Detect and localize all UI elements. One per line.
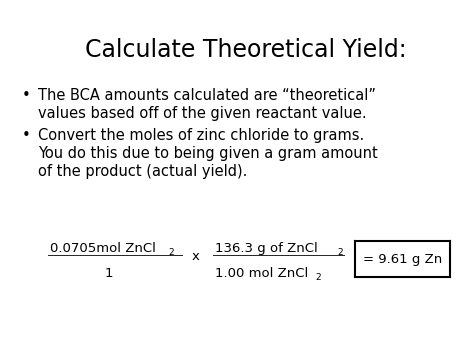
Text: 1.00 mol ZnCl: 1.00 mol ZnCl — [215, 267, 308, 280]
Text: 2: 2 — [315, 273, 320, 282]
Text: Calculate Theoretical Yield:: Calculate Theoretical Yield: — [85, 38, 407, 62]
Text: You do this due to being given a gram amount: You do this due to being given a gram am… — [38, 146, 378, 161]
Text: The BCA amounts calculated are “theoretical”: The BCA amounts calculated are “theoreti… — [38, 88, 376, 103]
Text: = 9.61 g Zn: = 9.61 g Zn — [363, 252, 442, 266]
Text: values based off of the given reactant value.: values based off of the given reactant v… — [38, 106, 366, 121]
Text: 0.0705mol ZnCl: 0.0705mol ZnCl — [50, 242, 156, 255]
Text: x: x — [192, 250, 200, 263]
Text: •: • — [22, 88, 31, 103]
Text: •: • — [22, 128, 31, 143]
Text: 2: 2 — [337, 248, 343, 257]
Text: Convert the moles of zinc chloride to grams.: Convert the moles of zinc chloride to gr… — [38, 128, 364, 143]
Text: 1: 1 — [105, 267, 113, 280]
Text: of the product (actual yield).: of the product (actual yield). — [38, 164, 247, 179]
Text: 136.3 g of ZnCl: 136.3 g of ZnCl — [215, 242, 318, 255]
Text: 2: 2 — [168, 248, 173, 257]
